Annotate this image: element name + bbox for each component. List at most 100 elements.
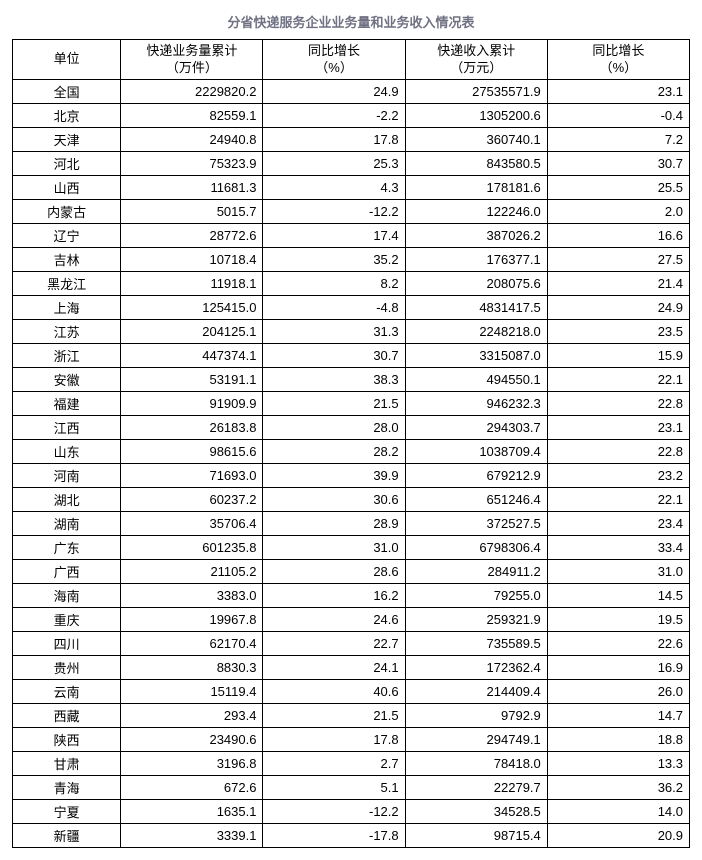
table-body: 全国2229820.224.927535571.923.1北京82559.1-2… bbox=[13, 80, 690, 848]
cell-rev: 1038709.4 bbox=[405, 440, 547, 464]
cell-unit: 湖北 bbox=[13, 488, 121, 512]
cell-unit: 广东 bbox=[13, 536, 121, 560]
cell-rev_growth: 23.1 bbox=[547, 416, 689, 440]
cell-rev_growth: 24.9 bbox=[547, 296, 689, 320]
cell-vol: 601235.8 bbox=[121, 536, 263, 560]
table-row: 吉林10718.435.2176377.127.5 bbox=[13, 248, 690, 272]
cell-vol_growth: 21.5 bbox=[263, 704, 405, 728]
cell-unit: 上海 bbox=[13, 296, 121, 320]
cell-vol: 10718.4 bbox=[121, 248, 263, 272]
cell-rev_growth: 13.3 bbox=[547, 752, 689, 776]
table-row: 云南15119.440.6214409.426.0 bbox=[13, 680, 690, 704]
cell-vol_growth: 35.2 bbox=[263, 248, 405, 272]
cell-vol: 23490.6 bbox=[121, 728, 263, 752]
table-row: 广西21105.228.6284911.231.0 bbox=[13, 560, 690, 584]
cell-vol_growth: 28.0 bbox=[263, 416, 405, 440]
table-row: 甘肃3196.82.778418.013.3 bbox=[13, 752, 690, 776]
table-row: 上海125415.0-4.84831417.524.9 bbox=[13, 296, 690, 320]
table-row: 四川62170.422.7735589.522.6 bbox=[13, 632, 690, 656]
cell-vol_growth: 38.3 bbox=[263, 368, 405, 392]
cell-vol: 24940.8 bbox=[121, 128, 263, 152]
table-row: 陕西23490.617.8294749.118.8 bbox=[13, 728, 690, 752]
cell-rev_growth: 22.1 bbox=[547, 488, 689, 512]
cell-vol_growth: 40.6 bbox=[263, 680, 405, 704]
table-row: 天津24940.817.8360740.17.2 bbox=[13, 128, 690, 152]
cell-unit: 江苏 bbox=[13, 320, 121, 344]
cell-vol: 125415.0 bbox=[121, 296, 263, 320]
cell-rev: 27535571.9 bbox=[405, 80, 547, 104]
col-header-vol_growth: 同比增长（%） bbox=[263, 40, 405, 80]
cell-unit: 吉林 bbox=[13, 248, 121, 272]
table-row: 北京82559.1-2.21305200.6-0.4 bbox=[13, 104, 690, 128]
cell-vol_growth: 31.0 bbox=[263, 536, 405, 560]
table-row: 湖南35706.428.9372527.523.4 bbox=[13, 512, 690, 536]
cell-vol: 21105.2 bbox=[121, 560, 263, 584]
table-row: 黑龙江11918.18.2208075.621.4 bbox=[13, 272, 690, 296]
cell-rev: 3315087.0 bbox=[405, 344, 547, 368]
cell-vol: 28772.6 bbox=[121, 224, 263, 248]
cell-vol: 2229820.2 bbox=[121, 80, 263, 104]
table-row: 河北75323.925.3843580.530.7 bbox=[13, 152, 690, 176]
table-row: 江西26183.828.0294303.723.1 bbox=[13, 416, 690, 440]
cell-rev: 22279.7 bbox=[405, 776, 547, 800]
cell-rev: 208075.6 bbox=[405, 272, 547, 296]
cell-vol: 11918.1 bbox=[121, 272, 263, 296]
data-table: 单位快递业务量累计（万件）同比增长（%）快递收入累计（万元）同比增长（%） 全国… bbox=[12, 39, 690, 848]
cell-vol: 35706.4 bbox=[121, 512, 263, 536]
table-row: 重庆19967.824.6259321.919.5 bbox=[13, 608, 690, 632]
cell-unit: 山西 bbox=[13, 176, 121, 200]
cell-rev: 176377.1 bbox=[405, 248, 547, 272]
cell-vol: 75323.9 bbox=[121, 152, 263, 176]
cell-vol_growth: 28.9 bbox=[263, 512, 405, 536]
cell-unit: 贵州 bbox=[13, 656, 121, 680]
table-row: 贵州8830.324.1172362.416.9 bbox=[13, 656, 690, 680]
col-header-vol: 快递业务量累计（万件） bbox=[121, 40, 263, 80]
cell-rev_growth: 16.9 bbox=[547, 656, 689, 680]
cell-rev_growth: 26.0 bbox=[547, 680, 689, 704]
cell-vol: 71693.0 bbox=[121, 464, 263, 488]
table-row: 河南71693.039.9679212.923.2 bbox=[13, 464, 690, 488]
cell-rev_growth: 20.9 bbox=[547, 824, 689, 848]
cell-vol_growth: -2.2 bbox=[263, 104, 405, 128]
cell-vol_growth: 39.9 bbox=[263, 464, 405, 488]
cell-rev_growth: 2.0 bbox=[547, 200, 689, 224]
table-row: 山东98615.628.21038709.422.8 bbox=[13, 440, 690, 464]
cell-vol_growth: 5.1 bbox=[263, 776, 405, 800]
cell-rev: 651246.4 bbox=[405, 488, 547, 512]
cell-rev_growth: 21.4 bbox=[547, 272, 689, 296]
cell-rev_growth: 31.0 bbox=[547, 560, 689, 584]
cell-rev_growth: 23.1 bbox=[547, 80, 689, 104]
table-row: 青海672.65.122279.736.2 bbox=[13, 776, 690, 800]
cell-unit: 云南 bbox=[13, 680, 121, 704]
cell-rev: 294749.1 bbox=[405, 728, 547, 752]
cell-unit: 青海 bbox=[13, 776, 121, 800]
cell-rev_growth: 25.5 bbox=[547, 176, 689, 200]
cell-rev: 9792.9 bbox=[405, 704, 547, 728]
cell-rev_growth: 36.2 bbox=[547, 776, 689, 800]
cell-rev_growth: 22.8 bbox=[547, 440, 689, 464]
cell-unit: 天津 bbox=[13, 128, 121, 152]
cell-unit: 江西 bbox=[13, 416, 121, 440]
cell-rev_growth: 27.5 bbox=[547, 248, 689, 272]
cell-vol_growth: 24.9 bbox=[263, 80, 405, 104]
cell-vol_growth: 21.5 bbox=[263, 392, 405, 416]
cell-vol: 1635.1 bbox=[121, 800, 263, 824]
cell-rev_growth: 15.9 bbox=[547, 344, 689, 368]
table-row: 内蒙古5015.7-12.2122246.02.0 bbox=[13, 200, 690, 224]
cell-unit: 重庆 bbox=[13, 608, 121, 632]
cell-rev_growth: 23.4 bbox=[547, 512, 689, 536]
table-row: 江苏204125.131.32248218.023.5 bbox=[13, 320, 690, 344]
col-header-unit: 单位 bbox=[13, 40, 121, 80]
cell-vol: 91909.9 bbox=[121, 392, 263, 416]
cell-unit: 甘肃 bbox=[13, 752, 121, 776]
cell-rev_growth: 22.1 bbox=[547, 368, 689, 392]
cell-rev: 98715.4 bbox=[405, 824, 547, 848]
cell-vol: 204125.1 bbox=[121, 320, 263, 344]
cell-rev: 6798306.4 bbox=[405, 536, 547, 560]
cell-rev: 494550.1 bbox=[405, 368, 547, 392]
cell-rev_growth: -0.4 bbox=[547, 104, 689, 128]
cell-unit: 福建 bbox=[13, 392, 121, 416]
cell-vol: 293.4 bbox=[121, 704, 263, 728]
cell-unit: 河南 bbox=[13, 464, 121, 488]
cell-rev_growth: 23.2 bbox=[547, 464, 689, 488]
